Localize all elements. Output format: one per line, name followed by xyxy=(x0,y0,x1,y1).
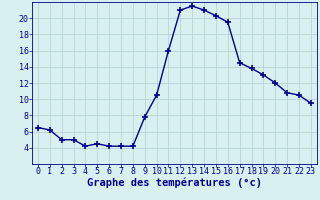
X-axis label: Graphe des températures (°c): Graphe des températures (°c) xyxy=(87,178,262,188)
